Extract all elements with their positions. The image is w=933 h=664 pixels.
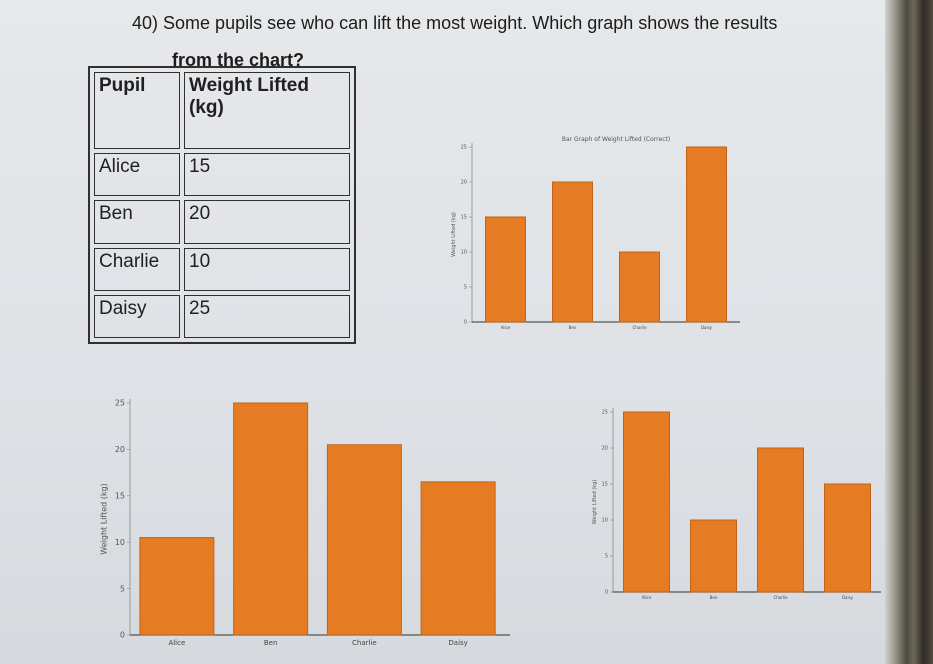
y-tick-label: 5 <box>605 554 608 560</box>
x-category-label: Daisy <box>701 325 713 330</box>
y-tick-label: 10 <box>115 538 125 547</box>
cell-weight: 15 <box>184 153 350 197</box>
y-tick-label: 0 <box>120 631 125 640</box>
bar-daisy <box>420 481 496 636</box>
x-category-label: Alice <box>501 325 511 330</box>
header-weight: Weight Lifted (kg) <box>184 72 350 150</box>
bar-alice <box>485 216 526 323</box>
bar-graph-option-c[interactable]: 0 5 10 15 20 25 Weight Lifted (kg) Alice Ben Char… <box>585 400 885 615</box>
cell-pupil: Charlie <box>94 247 180 291</box>
y-tick-label: 0 <box>464 320 467 326</box>
results-table: Pupil Weight Lifted (kg) Alice 15 Ben 20… <box>88 66 356 344</box>
x-category-label: Ben <box>264 639 278 647</box>
y-tick-label: 15 <box>115 491 125 500</box>
cell-pupil: Daisy <box>94 294 180 338</box>
bar-ben <box>233 402 309 636</box>
bar-charlie <box>619 251 660 323</box>
y-tick-label: 20 <box>461 180 467 186</box>
table-header-row: Pupil Weight Lifted (kg) <box>94 72 350 150</box>
bar-alice <box>623 411 670 593</box>
x-category-label: Alice <box>168 639 185 647</box>
y-tick-label: 10 <box>461 250 467 256</box>
bar-daisy <box>824 483 871 593</box>
cell-weight: 25 <box>184 294 350 338</box>
x-category-label: Ben <box>710 595 718 600</box>
cell-weight: 20 <box>184 200 350 244</box>
question-number: 40) <box>132 13 159 33</box>
x-category-label: Daisy <box>842 595 854 600</box>
x-category-label: Charlie <box>773 595 788 600</box>
x-category-label: Charlie <box>632 325 647 330</box>
header-pupil: Pupil <box>94 72 180 150</box>
y-tick-label: 10 <box>602 518 608 524</box>
bar-charlie <box>326 444 402 636</box>
x-category-label: Alice <box>642 595 652 600</box>
y-tick-label: 25 <box>602 410 608 416</box>
cell-pupil: Ben <box>94 200 180 244</box>
y-tick-label: 0 <box>605 590 608 596</box>
bar-ben <box>552 181 593 323</box>
y-tick-label: 25 <box>461 145 467 151</box>
bar-graph-option-b[interactable]: 0 5 10 15 20 25 Weight Lifted (kg) Alice Ben Char… <box>85 385 510 655</box>
question-text: 40) Some pupils see who can lift the mos… <box>132 12 832 34</box>
worksheet-edge <box>885 0 933 664</box>
cell-pupil: Alice <box>94 153 180 197</box>
y-tick-label: 20 <box>115 445 125 454</box>
x-category-label: Daisy <box>448 639 467 647</box>
y-tick-label: 5 <box>120 584 125 593</box>
table-row: Charlie 10 <box>94 247 350 291</box>
question-line-2: from the chart? <box>172 50 305 70</box>
bar-ben <box>690 519 737 593</box>
y-axis-label: Weight Lifted (kg) <box>592 480 598 525</box>
table-row: Ben 20 <box>94 200 350 244</box>
y-tick-label: 5 <box>464 285 467 291</box>
x-category-label: Ben <box>569 325 577 330</box>
table-row: Daisy 25 <box>94 294 350 338</box>
bar-daisy <box>686 146 727 323</box>
bar-charlie <box>757 447 804 593</box>
chart-title: Bar Graph of Weight Lifted (Correct) <box>562 136 670 143</box>
y-axis-label: Weight Lifted (kg) <box>99 483 108 554</box>
y-tick-label: 20 <box>602 446 608 452</box>
y-tick-label: 25 <box>115 399 125 408</box>
table-row: Alice 15 <box>94 153 350 197</box>
y-tick-label: 15 <box>602 482 608 488</box>
y-tick-label: 15 <box>461 215 467 221</box>
question-line-1: Some pupils see who can lift the most we… <box>163 13 778 33</box>
y-axis-label: Weight Lifted (kg) <box>451 212 457 257</box>
x-category-label: Charlie <box>352 639 377 647</box>
bar-alice <box>139 537 215 636</box>
cell-weight: 10 <box>184 247 350 291</box>
bar-graph-option-a[interactable]: 0 5 10 15 20 25 Weight Lifted (kg) Bar Graph of… <box>440 120 740 340</box>
